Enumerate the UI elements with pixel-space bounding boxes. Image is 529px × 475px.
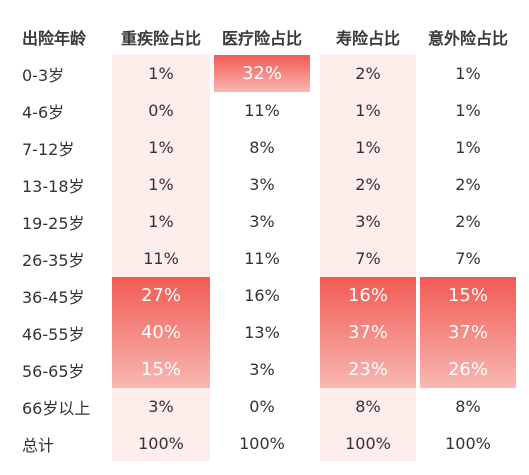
table-cell: 0% xyxy=(148,101,174,120)
table-cell: 13% xyxy=(244,323,280,342)
table-cell: 1% xyxy=(148,212,174,231)
table-cell: 27% xyxy=(140,285,181,306)
column-header: 医疗险占比 xyxy=(221,28,302,48)
table-cell: 8% xyxy=(355,397,381,416)
table-cell: 100% xyxy=(445,434,491,453)
row-label: 13-18岁 xyxy=(22,176,85,196)
table-cell: 100% xyxy=(239,434,285,453)
table-cell: 100% xyxy=(138,434,184,453)
table-cell: 8% xyxy=(455,397,481,416)
table-cell: 100% xyxy=(345,434,391,453)
table-cell: 11% xyxy=(244,249,280,268)
table-cell: 16% xyxy=(347,285,388,306)
column-header: 寿险占比 xyxy=(335,28,400,48)
table-cell: 2% xyxy=(355,175,381,194)
table-cell: 1% xyxy=(355,138,381,157)
row-label: 36-45岁 xyxy=(22,287,85,307)
table-cell: 3% xyxy=(249,360,275,379)
table-cell: 37% xyxy=(347,322,388,343)
table-cell: 0% xyxy=(249,397,275,416)
table-cell: 15% xyxy=(140,359,181,380)
table-cell: 1% xyxy=(355,101,381,120)
table-cell: 11% xyxy=(143,249,179,268)
table-cell: 32% xyxy=(241,63,282,84)
table-cell: 7% xyxy=(355,249,381,268)
highlight-block xyxy=(112,277,210,388)
table-cell: 23% xyxy=(347,359,388,380)
table-cell: 40% xyxy=(140,322,181,343)
table-cell: 15% xyxy=(447,285,488,306)
row-label: 7-12岁 xyxy=(22,139,75,159)
row-label: 26-35岁 xyxy=(22,250,85,270)
table-cell: 16% xyxy=(244,286,280,305)
row-label: 4-6岁 xyxy=(22,102,65,122)
table-cell: 2% xyxy=(355,64,381,83)
row-label: 19-25岁 xyxy=(22,213,85,233)
column-header: 出险年龄 xyxy=(22,28,87,48)
table-cell: 3% xyxy=(249,175,275,194)
table-cell: 1% xyxy=(455,64,481,83)
table-cell: 3% xyxy=(355,212,381,231)
row-label: 总计 xyxy=(22,435,55,455)
column-shade-1 xyxy=(112,54,210,461)
row-label: 56-65岁 xyxy=(22,361,85,381)
highlight-block xyxy=(214,55,310,92)
table-cell: 2% xyxy=(455,212,481,231)
column-header: 意外险占比 xyxy=(427,28,508,48)
table-cell: 3% xyxy=(148,397,174,416)
table-cell: 7% xyxy=(455,249,481,268)
table-cell: 37% xyxy=(447,322,488,343)
table-cell: 8% xyxy=(249,138,275,157)
highlight-block xyxy=(420,277,516,388)
table-cell: 3% xyxy=(249,212,275,231)
row-label: 0-3岁 xyxy=(22,65,65,85)
column-header: 重疾险占比 xyxy=(120,28,201,48)
highlight-block xyxy=(320,277,416,388)
table-cell: 1% xyxy=(455,101,481,120)
row-label: 66岁以上 xyxy=(22,398,91,418)
column-shade-3 xyxy=(320,54,416,461)
table-cell: 1% xyxy=(455,138,481,157)
table-cell: 26% xyxy=(447,359,488,380)
table-cell: 2% xyxy=(455,175,481,194)
table-cell: 1% xyxy=(148,138,174,157)
table-cell: 11% xyxy=(244,101,280,120)
row-label: 46-55岁 xyxy=(22,324,85,344)
table-cell: 1% xyxy=(148,64,174,83)
table-cell: 1% xyxy=(148,175,174,194)
